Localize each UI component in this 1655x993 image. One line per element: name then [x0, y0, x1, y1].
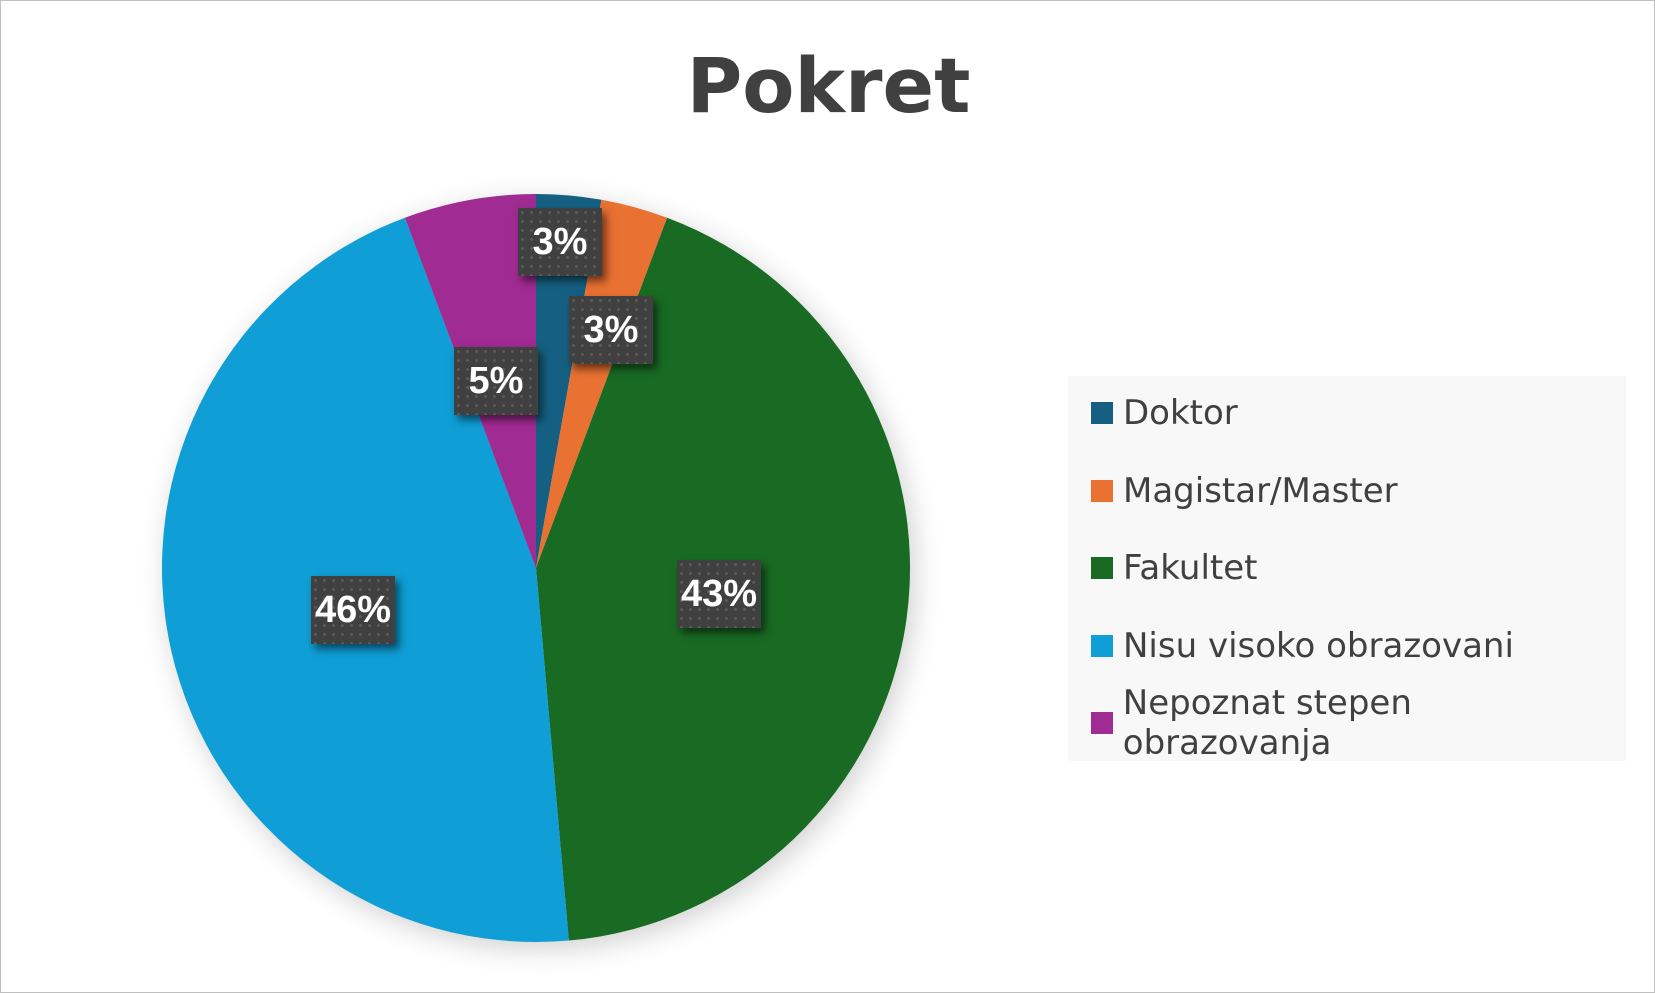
legend-marker [1091, 634, 1113, 657]
pie-slice-doktor [536, 194, 602, 568]
legend-label: Nepoznat stepen obrazovanja [1122, 683, 1412, 763]
data-label: 3% [518, 208, 602, 276]
chart-title: Pokret [686, 41, 971, 130]
data-label: 46% [311, 576, 395, 644]
data-label: 43% [677, 560, 761, 628]
legend-item: Fakultet [1091, 548, 1258, 588]
legend-label: Doktor [1123, 393, 1238, 433]
legend-label: Magistar/Master [1123, 470, 1398, 511]
data-label: 5% [454, 347, 538, 415]
legend: Doktor Magistar/Master Fakultet Nisu visoko… [1068, 376, 1626, 763]
data-label: 3% [569, 296, 653, 364]
pie-slice-magistar-master [536, 199, 668, 568]
legend-item: Magistar/Master [1091, 471, 1398, 511]
legend-marker [1091, 712, 1113, 734]
legend-item: Nisu visoko obrazovani [1091, 626, 1514, 666]
legend-marker [1091, 402, 1113, 424]
legend-marker [1091, 479, 1113, 502]
legend-label: Nisu visoko obrazovani [1123, 625, 1514, 666]
legend-item: Doktor [1091, 393, 1238, 433]
legend-label: Fakultet [1123, 548, 1258, 588]
legend-marker [1091, 557, 1113, 579]
legend-item: Nepoznat stepen obrazovanja [1091, 683, 1626, 763]
